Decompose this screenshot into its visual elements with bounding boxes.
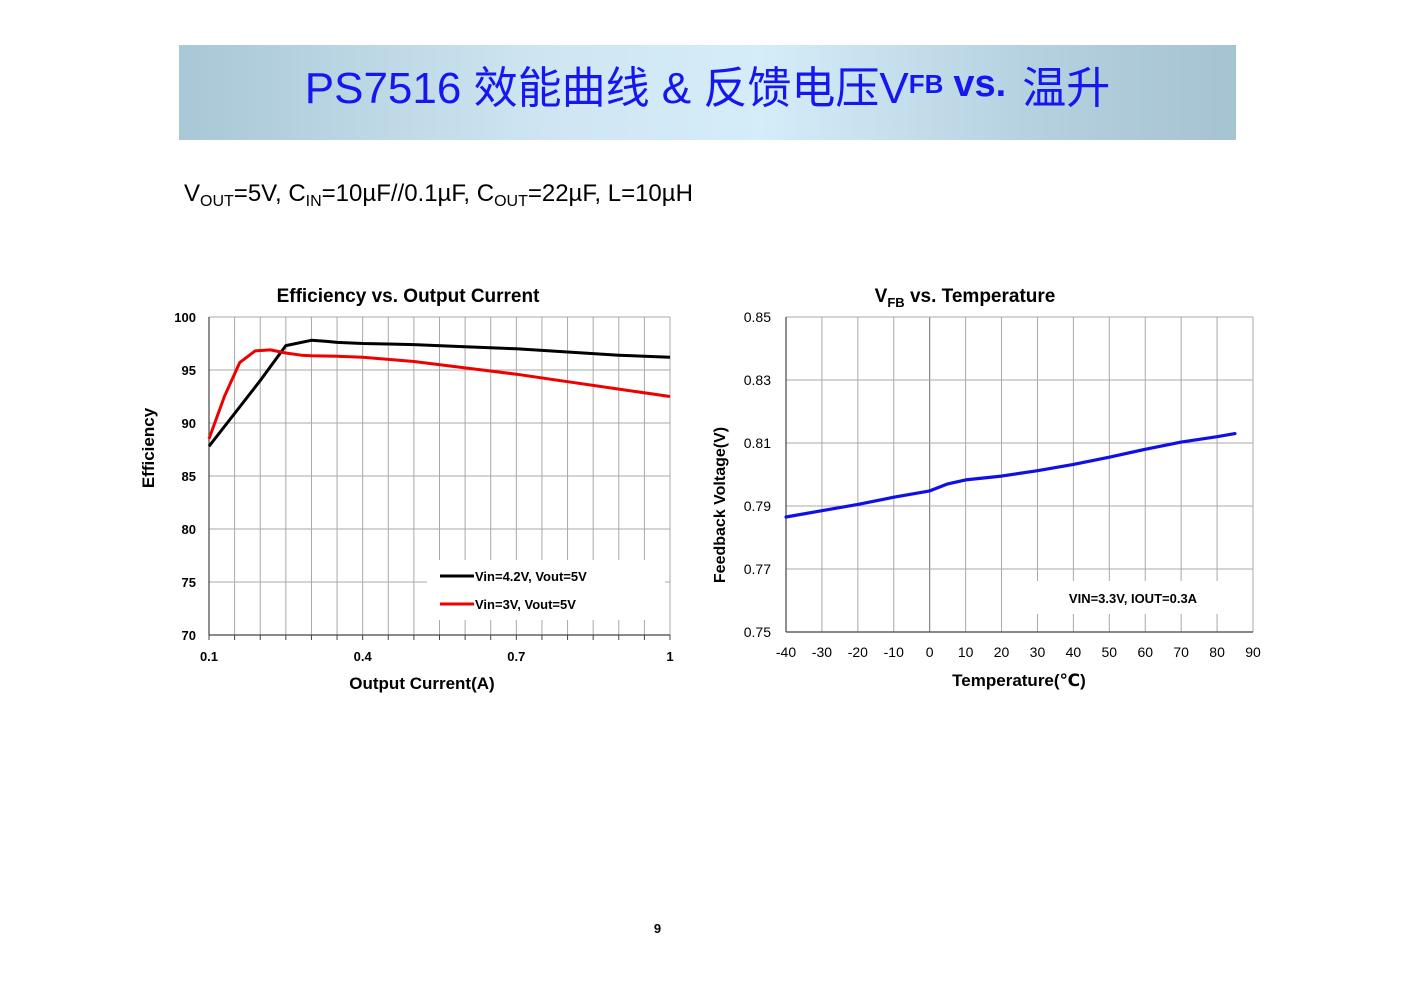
test-conditions: VOUT=5V, CIN=10µF//0.1µF, COUT=22µF, L=1… xyxy=(184,180,693,210)
y-axis-title: Feedback Voltage(V) xyxy=(712,427,729,583)
x-tick-label: -40 xyxy=(776,644,796,660)
series-line xyxy=(207,348,671,440)
y-tick-label: 100 xyxy=(174,310,196,325)
y-tick-label: 80 xyxy=(182,522,196,537)
cond-v: V xyxy=(184,180,201,207)
page-title: PS7516 效能曲线 & 反馈电压V FB vs. 温升 xyxy=(179,45,1236,123)
x-tick-label: -30 xyxy=(812,644,832,660)
chart-title: VFB vs. Temperature xyxy=(875,286,1056,310)
x-tick-label: 0.7 xyxy=(507,649,525,664)
cond-cout: C xyxy=(476,180,495,207)
cond-cout-val: =22µF, xyxy=(527,180,608,207)
x-tick-label: 40 xyxy=(1066,644,1082,660)
y-tick-label: 0.85 xyxy=(744,309,771,325)
x-tick-label: 0.1 xyxy=(200,649,218,664)
x-axis-title: Temperature(℃) xyxy=(952,671,1086,690)
legend-box xyxy=(427,560,665,620)
legend-label: Vin=3V, Vout=5V xyxy=(475,597,576,612)
x-tick-label: 50 xyxy=(1102,644,1118,660)
y-tick-label: 0.79 xyxy=(744,498,771,514)
x-tick-label: 60 xyxy=(1137,644,1153,660)
title-prefix: PS7516 效能曲线 & 反馈电压V xyxy=(304,64,909,113)
annotation-box xyxy=(1035,581,1235,614)
x-tick-label: -10 xyxy=(884,644,904,660)
x-tick-label: 0.4 xyxy=(354,649,373,664)
cond-cin-sub: IN xyxy=(305,193,322,210)
y-tick-label: 85 xyxy=(182,469,196,484)
y-tick-label: 75 xyxy=(182,575,196,590)
y-tick-label: 70 xyxy=(182,628,196,643)
x-tick-label: 70 xyxy=(1173,644,1189,660)
cond-cout-sub: OUT xyxy=(494,193,528,210)
y-axis-title: Efficiency xyxy=(139,407,158,488)
title-banner: PS7516 效能曲线 & 反馈电压V FB vs. 温升 xyxy=(179,45,1236,140)
chart-title-subscript: FB xyxy=(887,295,904,310)
annotation-label: VIN=3.3V, IOUT=0.3A xyxy=(1069,591,1198,606)
x-tick-label: 80 xyxy=(1209,644,1225,660)
title-vs: vs. xyxy=(953,62,1007,105)
series-line xyxy=(784,432,1237,519)
legend-label: Vin=4.2V, Vout=5V xyxy=(475,569,587,584)
y-tick-label: 0.81 xyxy=(744,435,771,451)
cond-v-val: =5V, xyxy=(233,180,289,207)
chart-title-rest: vs. Temperature xyxy=(905,286,1056,307)
vfb-temperature-chart: VIN=3.3V, IOUT=0.3A -40 -30 -20 -10 0 10 20 30 40… xyxy=(712,286,1261,690)
efficiency-chart: 0.1 0.4 0.7 1 70 75 80 85 90 95 100 Vin=4.2V, Vout=… xyxy=(139,286,674,693)
cond-l: L=10µH xyxy=(607,180,693,207)
x-axis-title: Output Current(A) xyxy=(349,674,494,693)
y-tick-label: 90 xyxy=(182,416,196,431)
x-tick-label: 10 xyxy=(958,644,974,660)
x-tick-label: 90 xyxy=(1245,644,1261,660)
cond-v-sub: OUT xyxy=(200,193,234,210)
y-tick-label: 0.77 xyxy=(744,561,771,577)
y-tick-label: 95 xyxy=(182,363,196,378)
title-suffix: 温升 xyxy=(1022,64,1111,113)
y-tick-label: 0.75 xyxy=(744,624,771,640)
x-tick-label: 30 xyxy=(1030,644,1046,660)
x-tick-label: -20 xyxy=(848,644,868,660)
x-tick-label: 0 xyxy=(926,644,934,660)
chart-title-main: V xyxy=(875,286,888,307)
y-tick-label: 0.83 xyxy=(744,372,771,388)
cond-cin: C xyxy=(288,180,306,207)
x-tick-label: 1 xyxy=(666,649,673,664)
x-tick-label: 20 xyxy=(994,644,1010,660)
cond-cin-val: =10µF//0.1µF, xyxy=(321,180,477,207)
series-line xyxy=(207,338,671,448)
chart-title: Efficiency vs. Output Current xyxy=(277,286,541,307)
page-number: 9 xyxy=(653,921,662,936)
